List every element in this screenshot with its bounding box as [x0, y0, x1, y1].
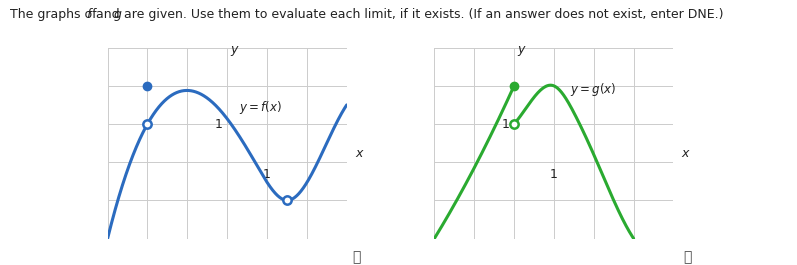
Text: and: and — [92, 8, 124, 21]
Text: ⓘ: ⓘ — [352, 250, 360, 264]
Text: are given. Use them to evaluate each limit, if it exists. (If an answer does not: are given. Use them to evaluate each lim… — [120, 8, 724, 21]
Text: The graphs of: The graphs of — [10, 8, 100, 21]
Text: $y$: $y$ — [230, 44, 240, 58]
Text: 1: 1 — [214, 117, 222, 131]
Text: $x$: $x$ — [681, 147, 691, 160]
Text: 1: 1 — [263, 168, 271, 181]
Text: f: f — [86, 8, 90, 21]
Text: 1: 1 — [501, 117, 509, 131]
Text: $y = f(x)$: $y = f(x)$ — [239, 99, 282, 116]
Text: $y$: $y$ — [517, 44, 527, 58]
Text: 1: 1 — [550, 168, 558, 181]
Text: ⓘ: ⓘ — [684, 250, 692, 264]
Text: $y = g(x)$: $y = g(x)$ — [570, 82, 616, 99]
Text: g: g — [114, 8, 122, 21]
Text: $x$: $x$ — [355, 147, 364, 160]
